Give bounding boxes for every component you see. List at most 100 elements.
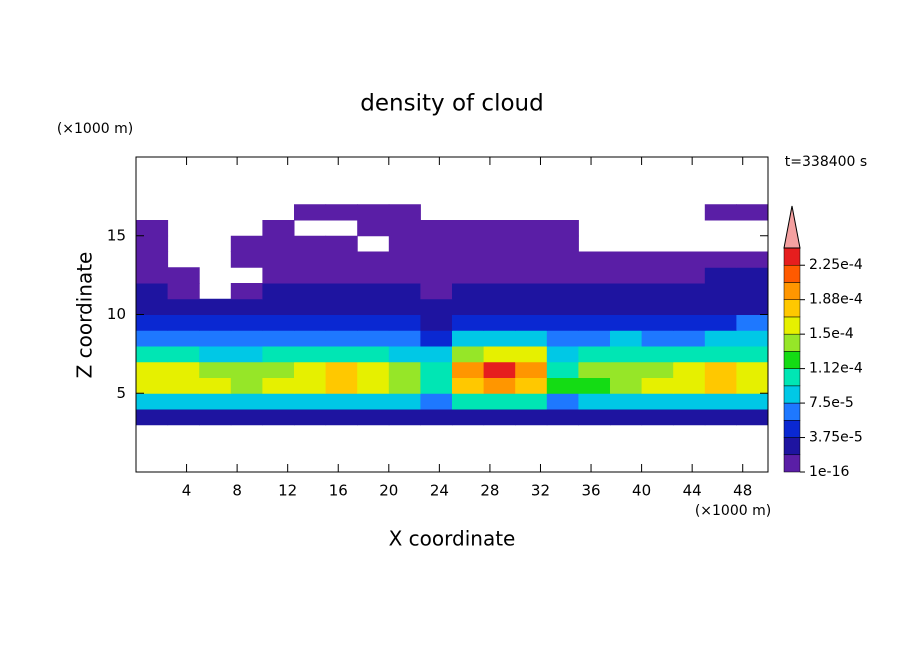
contour-cell [357,298,390,315]
contour-cell [136,330,169,347]
contour-cell [736,283,769,300]
x-tick-label: 8 [232,482,242,500]
contour-cell [294,298,327,315]
colorbar-band [783,299,801,318]
contour-cell [294,346,327,363]
contour-cell [452,409,485,426]
contour-cell [325,393,358,410]
contour-cell [420,361,453,378]
contour-cell [610,267,643,284]
contour-cell [483,314,516,331]
contour-cell [136,251,169,268]
contour-cell [546,220,579,237]
contour-cell [136,314,169,331]
contour-cell [673,283,706,300]
contour-cell [578,298,611,315]
colorbar-band [783,247,801,266]
contour-cell [294,377,327,394]
contour-cell [452,298,485,315]
contour-cell [420,314,453,331]
contour-cell [136,377,169,394]
contour-cell [167,330,200,347]
contour-cell [388,377,421,394]
contour-cell [230,346,263,363]
contour-cell [704,409,737,426]
contour-cell [388,298,421,315]
x-tick-label: 20 [379,482,398,500]
contour-cell [452,251,485,268]
contour-cell [167,298,200,315]
colorbar-band [783,454,801,473]
y-tick-label: 5 [116,384,126,402]
contour-cell [294,330,327,347]
contour-cell [578,283,611,300]
contour-cell [483,377,516,394]
contour-cell [325,314,358,331]
colorbar-tick-label: 1.5e-4 [809,326,854,342]
contour-cell [452,346,485,363]
contour-cell [230,377,263,394]
contour-cell [388,330,421,347]
contour-cell [515,251,548,268]
contour-cell [357,251,390,268]
contour-cell [641,251,674,268]
contour-cell [357,377,390,394]
colorbar-band [783,420,801,438]
contour-cell [294,393,327,410]
contour-cell [420,377,453,394]
contour-cell [546,377,579,394]
contour-cell [483,361,516,378]
contour-cell [641,377,674,394]
contour-cell [452,314,485,331]
contour-cell [546,314,579,331]
contour-cell [546,298,579,315]
contour-cell [610,314,643,331]
contour-cell [199,330,232,347]
contour-cell [515,346,548,363]
contour-cell [167,283,200,300]
contour-cell [136,220,169,237]
contour-cell [357,204,390,221]
contour-cell [610,361,643,378]
contour-cell [294,235,327,252]
colorbar-tick-label: 1.88e-4 [809,292,863,308]
contour-cell [736,393,769,410]
x-tick-label: 12 [278,482,297,500]
contour-cell [230,298,263,315]
contour-cell [736,298,769,315]
contour-cell [673,314,706,331]
contour-cell [388,314,421,331]
contour-cell [325,204,358,221]
contour-cell [262,298,295,315]
contour-cell [515,377,548,394]
colorbar-extension [783,205,801,249]
contour-cell [262,283,295,300]
colorbar-tick-label: 7.5e-5 [809,395,854,411]
contour-cell [420,267,453,284]
contour-cell [515,393,548,410]
contour-cell [673,330,706,347]
contour-cell [167,409,200,426]
contour-cell [357,346,390,363]
contour-cell [262,267,295,284]
y-tick-label: 10 [107,305,126,323]
contour-cell [483,235,516,252]
contour-cell [388,251,421,268]
contour-cell [483,298,516,315]
contour-cell [610,283,643,300]
contour-cell [388,409,421,426]
contour-cell [610,346,643,363]
time-label: t=338400 s [785,154,867,170]
contour-cell [325,330,358,347]
colorbar-band [783,316,801,335]
contour-cell [357,267,390,284]
contour-cell [515,267,548,284]
contour-cell [167,361,200,378]
contour-cell [515,283,548,300]
contour-cell [199,346,232,363]
contour-cell [325,409,358,426]
contour-cell [262,393,295,410]
x-tick-label: 28 [480,482,499,500]
contour-cell [199,393,232,410]
contour-cell [230,314,263,331]
